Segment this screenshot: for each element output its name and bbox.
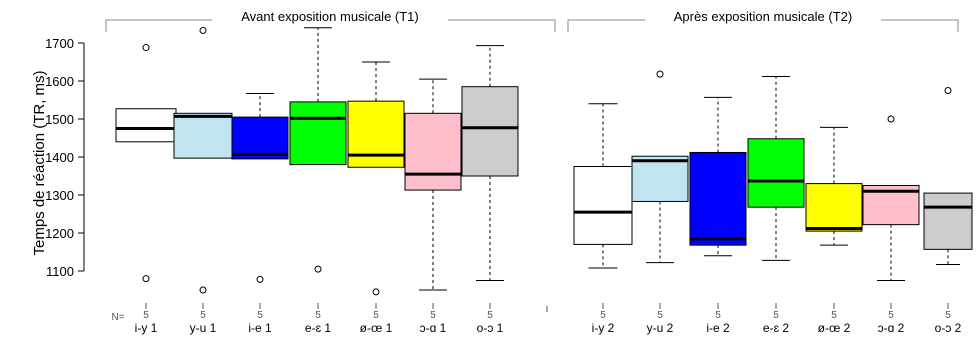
category-label: y-u 2 (647, 321, 674, 335)
n-count: 5 (373, 310, 379, 321)
panel-titles: Avant exposition musicale (T1) Après expo… (105, 9, 959, 32)
box-group (747, 75, 805, 261)
n-count: 5 (888, 310, 894, 321)
n-count: 5 (600, 310, 606, 321)
n-count: 5 (715, 310, 721, 321)
box (923, 192, 973, 250)
panel-title-bg (645, 9, 881, 25)
category-label: e-ɛ 2 (763, 321, 790, 335)
box-group (347, 61, 405, 296)
category-label: i-y 1 (135, 321, 158, 335)
n-count: 5 (487, 310, 493, 321)
outlier-point (887, 115, 895, 123)
box-group (231, 93, 289, 283)
box-group (689, 96, 747, 257)
outlier-point (256, 275, 264, 283)
x-axis-labels: N= 5i-y 15y-u 15i-e 15e-ɛ 15ø-œ 15ɔ-ɑ 15o… (111, 303, 962, 335)
box (404, 112, 462, 191)
box-group (173, 26, 233, 294)
outlier-point (372, 288, 380, 296)
category-label: o-ɔ 1 (477, 321, 504, 335)
box (573, 166, 633, 245)
n-count: 5 (200, 310, 206, 321)
outlier-point (199, 26, 207, 34)
outlier-point (314, 265, 322, 273)
box-groups (115, 26, 973, 296)
box (461, 86, 519, 177)
n-count: 5 (430, 310, 436, 321)
box (631, 155, 689, 202)
n-count: 5 (257, 310, 263, 321)
category-label: o-ɔ 2 (935, 321, 962, 335)
category-label: ɔ-ɑ 2 (878, 321, 905, 335)
panel-title: Après exposition musicale (T2) (674, 9, 852, 24)
category-label: i-e 2 (706, 321, 730, 335)
box-group (289, 27, 347, 273)
y-tick-label: 1300 (45, 188, 74, 203)
panel-title-bg (212, 9, 448, 25)
n-count: 5 (831, 310, 837, 321)
n-count: 5 (773, 310, 779, 321)
box (173, 112, 233, 159)
y-tick-label: 1700 (45, 36, 74, 51)
box (347, 100, 405, 168)
y-axis: 1100 1200 1300 1400 1500 1600 1700 (45, 36, 85, 279)
outlier-point (142, 44, 150, 52)
box (689, 151, 747, 246)
category-label: ɔ-ɑ 1 (420, 321, 447, 335)
y-tick-label: 1500 (45, 112, 74, 127)
category-label: i-y 2 (592, 321, 615, 335)
box (115, 108, 177, 143)
box-group (862, 115, 920, 281)
box-group (805, 126, 863, 246)
box (231, 116, 289, 160)
outlier-point (656, 70, 664, 78)
box-group (923, 87, 973, 266)
category-label: e-ɛ 1 (305, 321, 332, 335)
n-count: 5 (315, 310, 321, 321)
n-prefix: N= (111, 312, 124, 323)
outlier-point (944, 87, 952, 94)
n-count: 5 (657, 310, 663, 321)
category-label: i-e 1 (248, 321, 272, 335)
panel-title: Avant exposition musicale (T1) (241, 9, 419, 24)
box (747, 138, 805, 208)
box-group (461, 45, 519, 281)
box-group (573, 103, 633, 269)
y-tick-label: 1600 (45, 74, 74, 89)
box-group (404, 78, 462, 291)
category-label: ø-œ 1 (360, 321, 393, 335)
outlier-point (142, 275, 150, 283)
box (805, 183, 863, 232)
box-group (115, 44, 177, 283)
box (289, 101, 347, 166)
y-axis-label: Temps de réaction (TR, ms) (31, 70, 48, 255)
n-count: 5 (945, 310, 951, 321)
category-label: y-u 1 (190, 321, 217, 335)
outlier-point (199, 286, 207, 294)
n-count: 5 (143, 310, 149, 321)
y-tick-label: 1200 (45, 226, 74, 241)
y-tick-label: 1400 (45, 150, 74, 165)
category-label: ø-œ 2 (818, 321, 851, 335)
y-tick-label: 1100 (46, 264, 74, 279)
box-group (631, 70, 689, 264)
